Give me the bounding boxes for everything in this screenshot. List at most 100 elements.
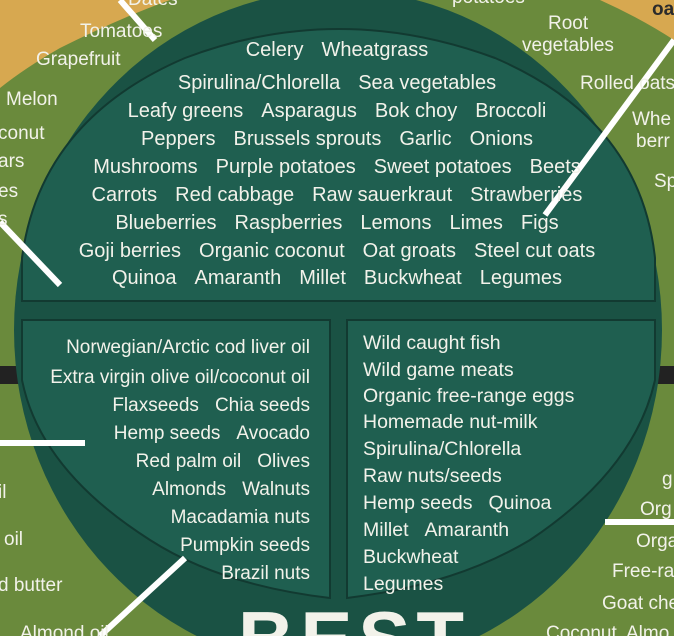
protein-row: Buckwheat (363, 546, 474, 568)
food-item: Olives (257, 451, 310, 472)
top-row: Mushrooms Purple potatoes Sweet potatoes Be… (0, 157, 674, 177)
top-row: Quinoa Amaranth Millet Buckwheat Legumes (0, 268, 674, 288)
food-item: Amaranth (194, 267, 282, 289)
food-item: Onions (469, 128, 533, 150)
food-item: Strawberries (470, 184, 583, 206)
food-item: Purple potatoes (215, 156, 356, 178)
food-item: Spirulina/Chlorella (177, 72, 341, 94)
label-vegetables: vegetables (522, 35, 614, 56)
fats-row: Pumpkin seeds (164, 536, 310, 555)
label-butter-fragment: d butter (0, 575, 63, 596)
food-item: Homemade nut-milk (363, 411, 538, 433)
food-item: Wild caught fish (363, 332, 501, 354)
food-item: Leafy greens (127, 100, 244, 122)
food-item: Garlic (399, 128, 452, 150)
top-row: Celery Wheatgrass (0, 40, 674, 60)
fats-row: Norwegian/Arctic cod liver oil (50, 338, 310, 357)
label-g-fragment: g (662, 469, 673, 490)
food-item: Pumpkin seeds (180, 535, 310, 556)
protein-row: Legumes (363, 574, 459, 595)
food-item: Extra virgin olive oil/coconut oil (50, 367, 310, 388)
label-whe-fragment: Whe (632, 109, 672, 130)
label-berr-fragment: berr (636, 131, 670, 152)
food-item: Blueberries (115, 212, 217, 234)
label-es-fragment: es (0, 181, 19, 202)
fats-row: Extra virgin olive oil/coconut oil (34, 368, 310, 387)
food-item: Mushrooms (93, 156, 198, 178)
food-item: Hemp seeds (363, 492, 473, 514)
top-row: Goji berries Organic coconut Oat groats Ste… (0, 241, 674, 261)
top-row: Carrots Red cabbage Raw sauerkraut Strawber… (0, 185, 674, 205)
label-grapefruit: Grapefruit (36, 49, 121, 70)
protein-row: Wild game meats (363, 360, 530, 381)
fats-row: Hemp seeds Avocado (98, 424, 310, 443)
fats-row: Macadamia nuts (155, 508, 310, 527)
food-item: Sweet potatoes (373, 156, 512, 178)
food-item: Red palm oil (135, 451, 242, 472)
label-almo-fragment: Almo (626, 623, 670, 636)
label-coconut-fragment: conut (0, 123, 45, 144)
food-item: Asparagus (261, 100, 357, 122)
label-melon: Melon (6, 89, 58, 110)
label-free-range-fragment: Free-ran (612, 561, 674, 582)
label-orga-fragment: Orga (636, 531, 674, 552)
food-item: Carrots (91, 184, 158, 206)
top-row: Leafy greens Asparagus Bok choy Broccoli (0, 101, 674, 121)
food-item: Celery (245, 39, 304, 61)
label-rolled-oats: Rolled oats (580, 73, 674, 94)
food-item: Red cabbage (175, 184, 295, 206)
fats-row: Flaxseeds Chia seeds (96, 396, 310, 415)
food-item: Peppers (141, 128, 216, 150)
food-item: Quinoa (111, 267, 177, 289)
label-almond-oil: Almond oil (20, 623, 109, 636)
food-item: Organic coconut (199, 240, 345, 262)
food-item: Buckwheat (363, 546, 459, 568)
food-item: Millet (363, 519, 409, 541)
label-s-fragment: s (0, 209, 8, 230)
top-row: Blueberries Raspberries Lemons Limes Figs (0, 213, 674, 233)
food-item: Oat groats (362, 240, 457, 262)
protein-row: Raw nuts/seeds (363, 465, 518, 487)
label-root: Root (548, 13, 589, 34)
food-item: Wheatgrass (321, 39, 429, 61)
bottom-title: BEST (238, 600, 470, 636)
food-item: Spirulina/Chlorella (363, 438, 522, 460)
fats-row: Red palm oil Olives (120, 452, 310, 471)
food-item: Limes (449, 212, 503, 234)
label-sp-fragment: Sp (654, 171, 674, 192)
food-item: Lemons (360, 212, 432, 234)
label-dates: Dates (128, 0, 178, 9)
food-item: Raw sauerkraut (312, 184, 453, 206)
fats-row: Brazil nuts (205, 564, 310, 583)
food-item: Broccoli (475, 100, 547, 122)
food-item: Legumes (479, 267, 562, 289)
food-item: Norwegian/Arctic cod liver oil (66, 337, 310, 358)
food-item: Raspberries (234, 212, 343, 234)
food-item: Chia seeds (214, 395, 310, 416)
food-item: Millet (299, 267, 346, 289)
top-row: Spirulina/Chlorella Sea vegetables (0, 73, 674, 93)
label-oa-fragment: oa (652, 0, 674, 20)
label-tomatoes: Tomatoes (80, 21, 163, 42)
top-row: Peppers Brussels sprouts Garlic Onions (0, 129, 674, 149)
food-item: Avocado (236, 423, 310, 444)
food-item: Amaranth (424, 519, 510, 541)
food-item: Walnuts (242, 479, 310, 500)
food-item: Goji berries (78, 240, 182, 262)
label-potatoes: potatoes (452, 0, 525, 7)
food-item: Figs (520, 212, 559, 234)
fats-row: Almonds Walnuts (136, 480, 310, 499)
protein-row: Homemade nut-milk (363, 411, 553, 433)
food-item: Steel cut oats (474, 240, 596, 262)
food-item: Macadamia nuts (170, 507, 310, 528)
food-item: Flaxseeds (112, 395, 199, 416)
food-item: Organic free-range eggs (363, 385, 575, 407)
food-item: Sea vegetables (358, 72, 497, 94)
food-item: Beets (529, 156, 581, 178)
label-il-fragment: il (0, 482, 7, 503)
food-item: Raw nuts/seeds (363, 465, 502, 487)
food-item: Hemp seeds (113, 423, 221, 444)
label-coconut-right: Coconut (546, 623, 617, 636)
